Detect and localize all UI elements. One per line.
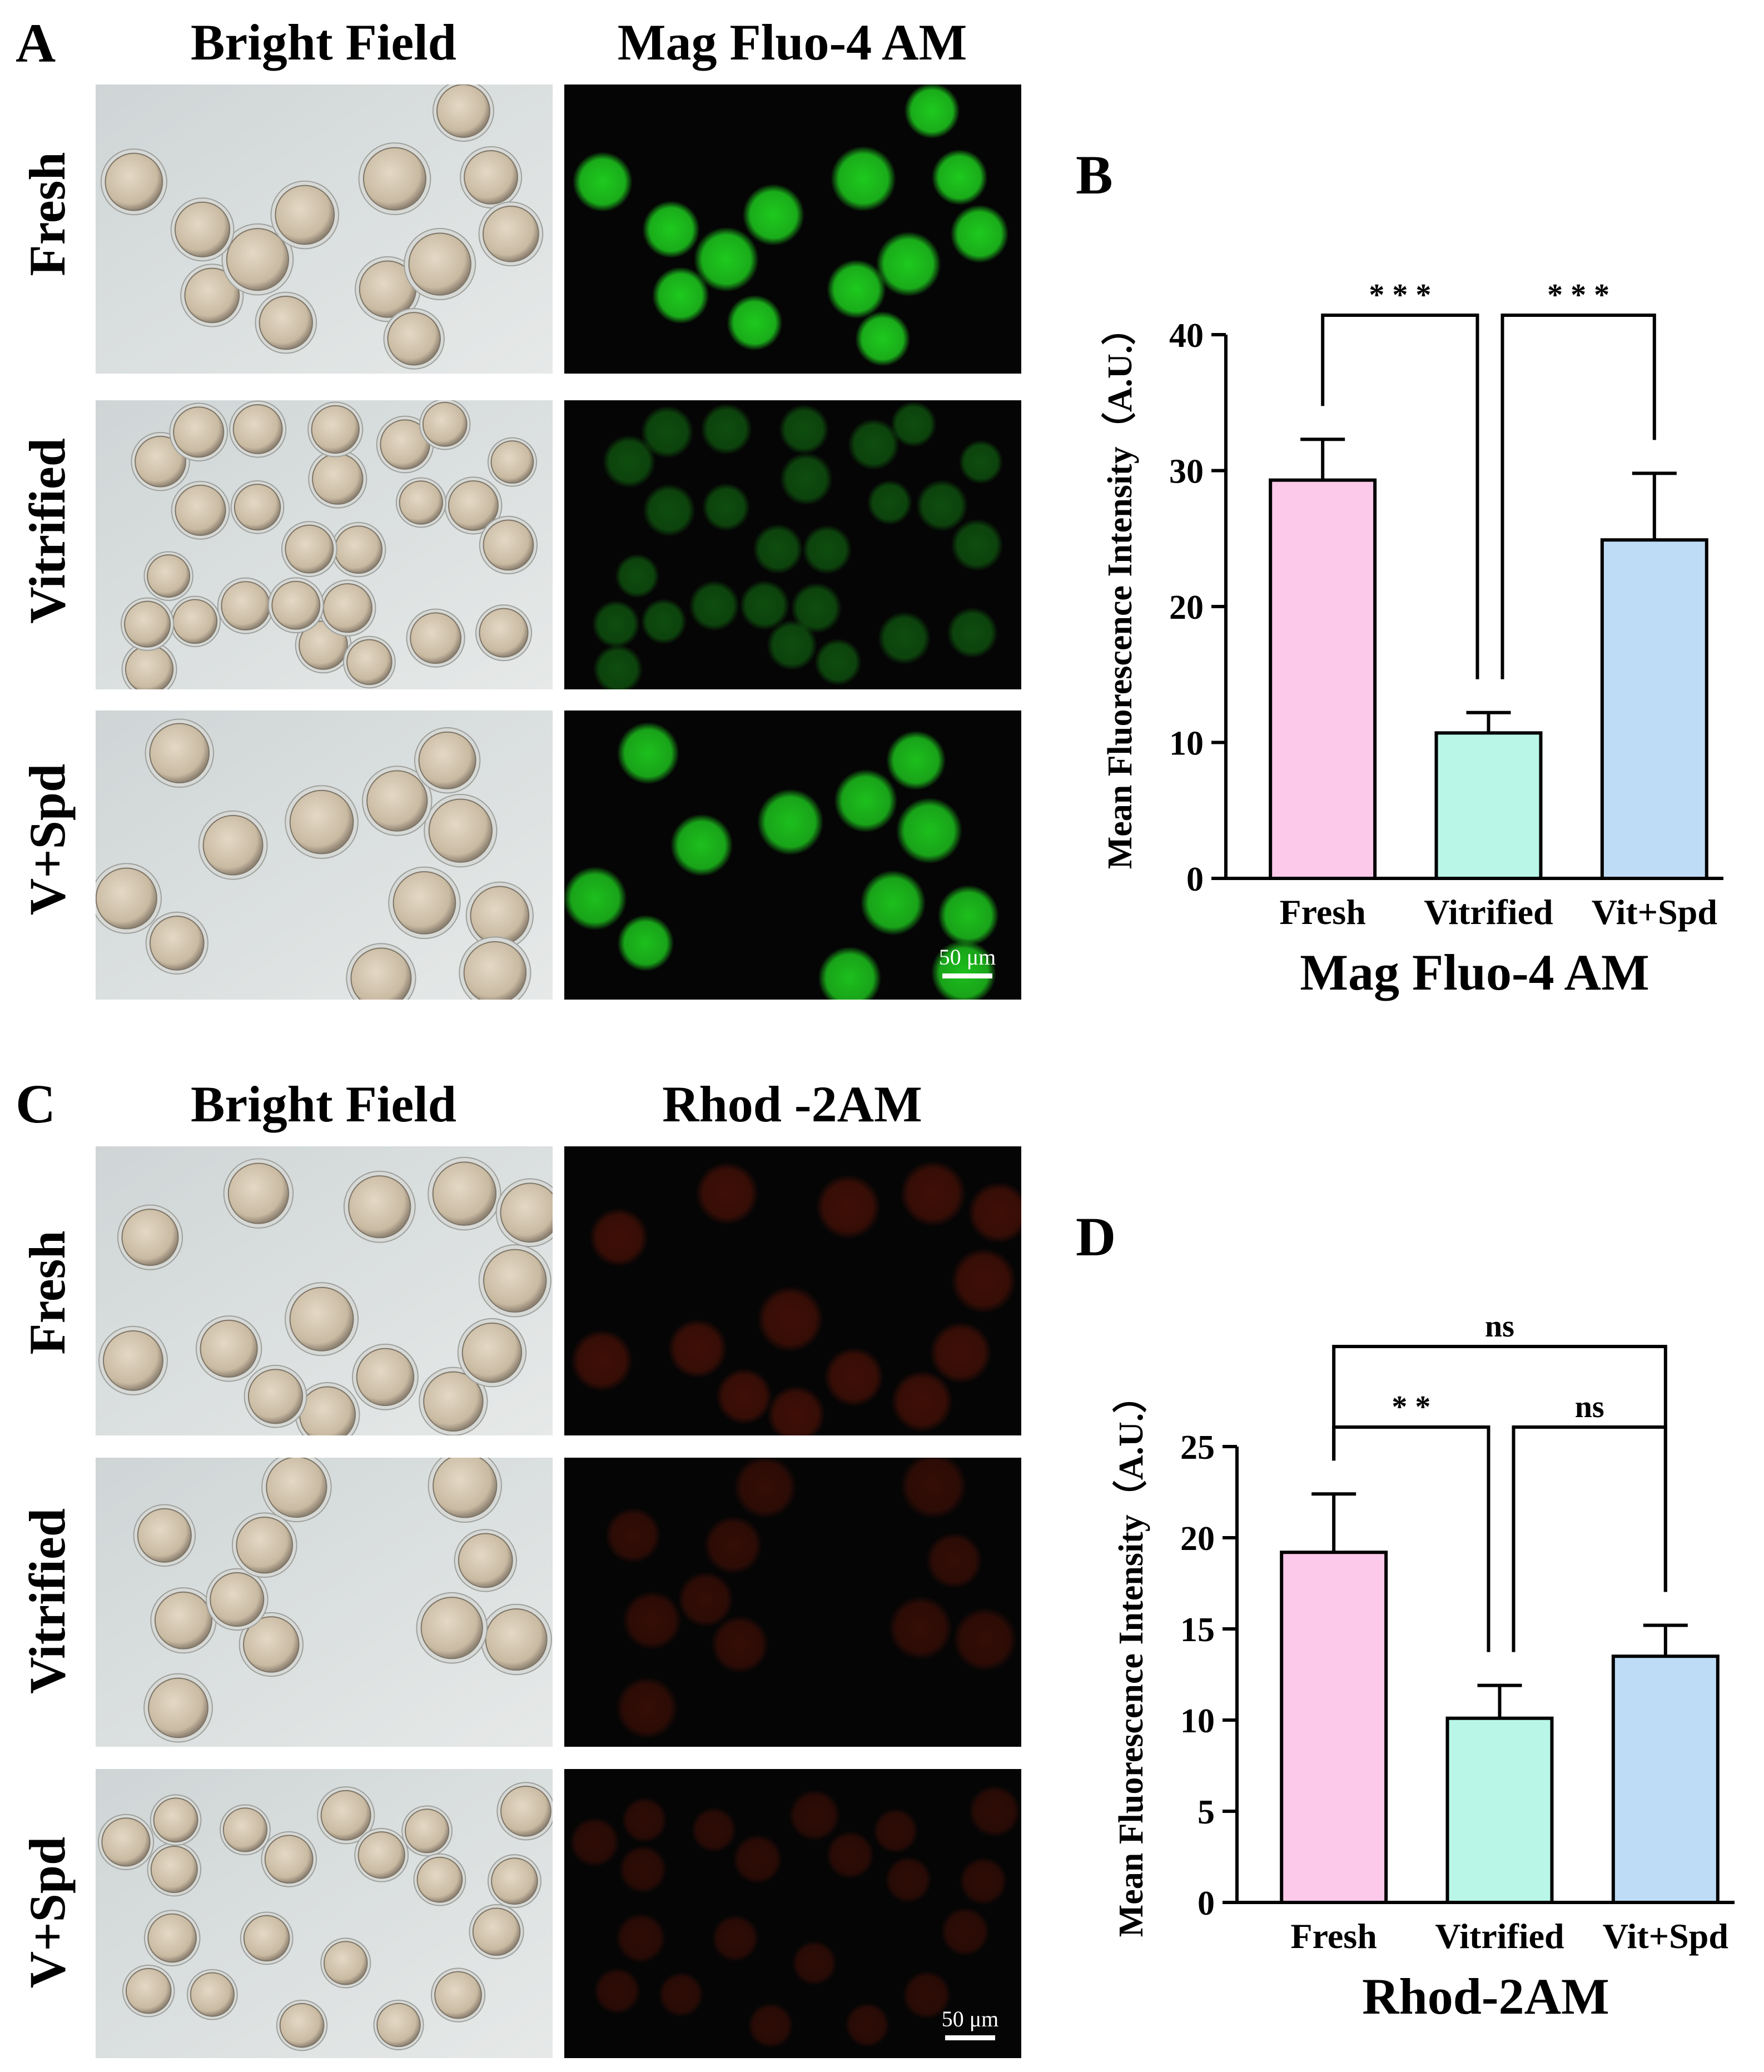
y-tick-label: 15 bbox=[1180, 1611, 1215, 1649]
row-label-vitrified-a: Vitrified bbox=[19, 438, 76, 624]
micrograph-c-fluor-fresh bbox=[564, 1146, 1021, 1435]
micrograph-c-bright-vitrified bbox=[96, 1458, 553, 1747]
y-tick-label: 25 bbox=[1180, 1429, 1215, 1467]
panel-label-b: B bbox=[1076, 144, 1113, 206]
y-tick-label: 10 bbox=[1169, 725, 1204, 763]
micrograph-a-bright-fresh bbox=[96, 85, 553, 374]
y-tick-label: 5 bbox=[1197, 1793, 1215, 1831]
scale-bar-a: 50 μm bbox=[931, 944, 1003, 978]
bar-vit-spd bbox=[1611, 1654, 1720, 1904]
row-label-vspd-c: V+Spd bbox=[19, 1836, 76, 1989]
panel-label-d: D bbox=[1076, 1206, 1116, 1268]
row-label-vitrified-c: Vitrified bbox=[19, 1508, 76, 1694]
bar-vit-spd bbox=[1600, 538, 1708, 880]
micrograph-a-fluor-vitrified bbox=[564, 400, 1021, 689]
row-label-fresh-c: Fresh bbox=[19, 1230, 76, 1355]
column-header-bright-field-a: Bright Field bbox=[191, 14, 456, 71]
panel-label-c: C bbox=[16, 1073, 56, 1135]
micrograph-a-bright-vspd bbox=[96, 710, 553, 1000]
y-axis-title: Mean Fluorescence Intensity（A.U.） bbox=[1100, 311, 1139, 869]
bar-vitrified bbox=[1434, 731, 1543, 880]
y-tick-label: 0 bbox=[1197, 1885, 1215, 1922]
column-header-bright-field-c: Bright Field bbox=[191, 1076, 456, 1132]
significance-label: * * bbox=[1392, 1390, 1430, 1424]
micrograph-c-bright-vspd bbox=[96, 1769, 553, 2058]
significance-label: * * * bbox=[1369, 278, 1431, 312]
column-header-rhod-2am: Rhod -2AM bbox=[662, 1076, 922, 1132]
significance-bracket bbox=[1332, 1425, 1490, 1652]
significance-bracket bbox=[1321, 314, 1479, 679]
y-tick-label: 20 bbox=[1169, 589, 1204, 627]
x-tick-label: Fresh bbox=[1280, 892, 1366, 932]
scale-bar-label-c: 50 μm bbox=[941, 2006, 999, 2031]
y-tick-label: 10 bbox=[1180, 1702, 1215, 1740]
x-axis-title: Rhod-2AM bbox=[1362, 1968, 1609, 2025]
micrograph-c-fluor-vitrified bbox=[564, 1458, 1021, 1747]
y-tick-label: 20 bbox=[1180, 1520, 1215, 1558]
bar-fresh bbox=[1269, 478, 1377, 880]
micrograph-a-bright-vitrified bbox=[96, 400, 553, 689]
micrograph-c-bright-fresh bbox=[96, 1146, 553, 1435]
x-tick-label: Vitrified bbox=[1435, 1916, 1564, 1956]
x-tick-label: Vit+Spd bbox=[1603, 1916, 1728, 1956]
micrograph-c-fluor-vspd: 50 μm bbox=[564, 1769, 1021, 2058]
y-tick-label: 30 bbox=[1169, 453, 1204, 491]
column-header-mag-fluo-4: Mag Fluo-4 AM bbox=[617, 14, 967, 71]
scale-bar-c: 50 μm bbox=[934, 2006, 1006, 2040]
y-tick-label: 40 bbox=[1169, 317, 1204, 355]
significance-label: ns bbox=[1575, 1390, 1604, 1424]
x-axis-title: Mag Fluo-4 AM bbox=[1300, 944, 1649, 1001]
scale-bar-label-a: 50 μm bbox=[938, 945, 996, 970]
micrograph-a-fluor-vspd: 50 μm bbox=[564, 710, 1021, 1000]
significance-bracket bbox=[1500, 314, 1656, 679]
row-label-fresh-a: Fresh bbox=[19, 152, 76, 276]
bar-fresh bbox=[1280, 1551, 1388, 1904]
x-tick-label: Vit+Spd bbox=[1592, 892, 1717, 932]
y-axis-title: Mean Fluorescence Intensity（A.U.） bbox=[1111, 1379, 1150, 1937]
micrograph-a-fluor-fresh bbox=[564, 85, 1021, 374]
x-tick-label: Fresh bbox=[1291, 1916, 1377, 1956]
significance-bracket bbox=[1512, 1425, 1667, 1652]
row-label-vspd-a: V+Spd bbox=[19, 763, 76, 916]
panel-label-a: A bbox=[16, 12, 56, 74]
significance-label: ns bbox=[1485, 1309, 1514, 1344]
y-tick-label: 0 bbox=[1186, 861, 1204, 898]
bar-vitrified bbox=[1445, 1716, 1554, 1904]
significance-bracket bbox=[1332, 1345, 1667, 1592]
significance-label: * * * bbox=[1547, 278, 1609, 312]
x-tick-label: Vitrified bbox=[1424, 892, 1553, 932]
